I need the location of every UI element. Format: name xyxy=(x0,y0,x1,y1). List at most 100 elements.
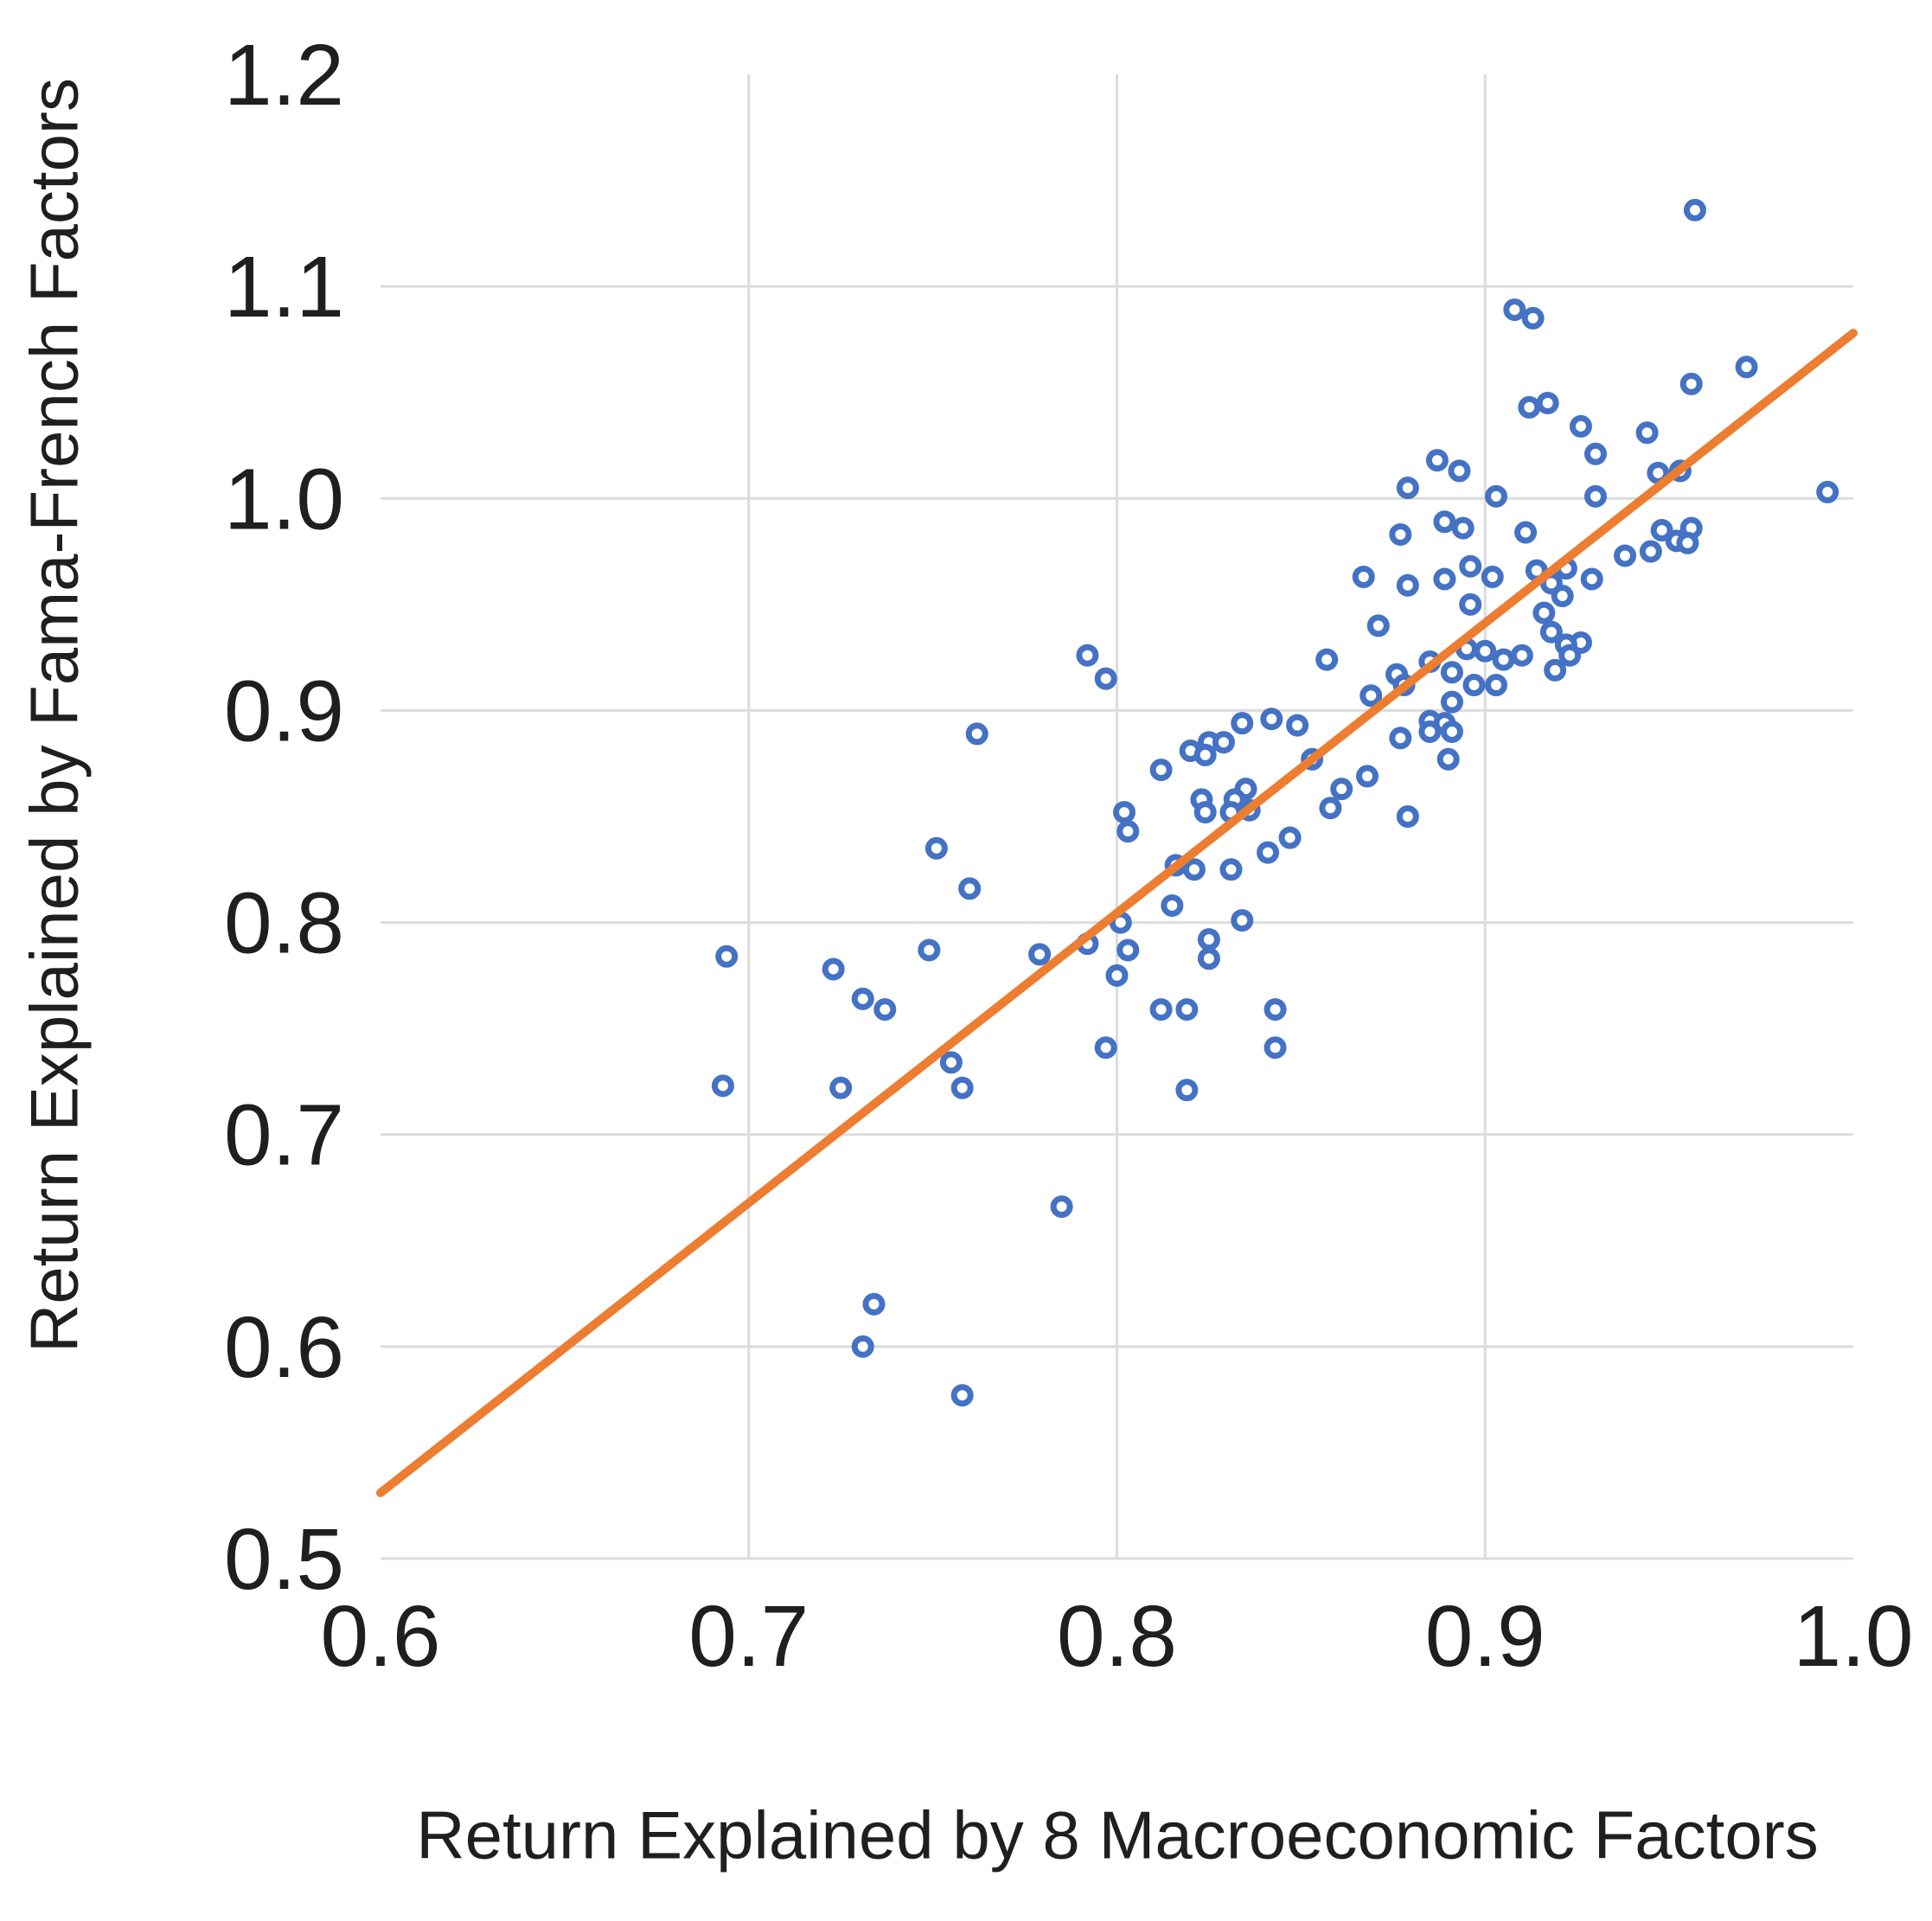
data-point xyxy=(1459,592,1482,616)
data-point xyxy=(1197,928,1220,951)
data-point xyxy=(1263,1036,1287,1060)
data-point xyxy=(1481,565,1504,588)
data-point xyxy=(1389,727,1412,750)
y-tick-label: 0.7 xyxy=(224,1087,344,1184)
data-point xyxy=(1113,801,1136,824)
data-point xyxy=(924,836,948,860)
data-point xyxy=(1193,743,1217,766)
y-tick-label: 0.5 xyxy=(224,1511,344,1608)
data-point xyxy=(1436,747,1460,771)
data-point xyxy=(1433,510,1456,534)
data-point xyxy=(950,1384,974,1407)
data-point xyxy=(1425,449,1449,472)
data-point xyxy=(1485,674,1508,697)
data-point xyxy=(1286,714,1309,737)
data-point xyxy=(1485,484,1508,508)
data-point xyxy=(1094,1036,1117,1060)
data-point xyxy=(1647,461,1670,484)
data-point xyxy=(1492,648,1515,671)
y-tick-label: 1.2 xyxy=(224,27,344,124)
data-point xyxy=(1440,690,1463,714)
data-point xyxy=(1257,841,1280,864)
data-point xyxy=(862,1292,886,1316)
data-point xyxy=(1396,573,1419,597)
y-tick-label: 0.9 xyxy=(224,663,344,759)
data-point xyxy=(1231,712,1254,735)
data-point xyxy=(1683,198,1706,221)
data-point xyxy=(711,1074,734,1098)
data-point xyxy=(1193,801,1217,824)
data-point xyxy=(1263,998,1287,1021)
data-point xyxy=(1212,731,1235,754)
data-point xyxy=(950,1076,974,1099)
data-point xyxy=(1319,797,1342,820)
data-point xyxy=(1462,674,1486,697)
data-point xyxy=(1356,765,1379,788)
data-point xyxy=(1544,658,1567,682)
data-point xyxy=(1451,516,1475,540)
data-point xyxy=(965,722,988,746)
data-point xyxy=(1197,947,1220,970)
data-point xyxy=(1551,585,1574,608)
data-point xyxy=(1816,480,1839,503)
data-point xyxy=(1569,414,1592,438)
data-point xyxy=(1352,565,1375,588)
y-tick-label: 0.8 xyxy=(224,875,344,972)
x-tick-label: 0.6 xyxy=(320,1588,440,1685)
data-point xyxy=(1278,826,1302,849)
x-tick-label: 0.8 xyxy=(1057,1588,1177,1685)
data-point xyxy=(1219,858,1243,881)
data-point xyxy=(1389,522,1412,546)
data-point xyxy=(1260,708,1283,731)
data-point xyxy=(1514,521,1538,544)
data-point xyxy=(1028,943,1052,966)
data-point xyxy=(1175,998,1199,1021)
data-point xyxy=(873,998,897,1021)
data-point xyxy=(1679,372,1703,395)
data-point xyxy=(1510,644,1533,667)
data-point xyxy=(1149,759,1173,782)
data-point xyxy=(1558,644,1582,667)
data-point xyxy=(1330,778,1353,801)
data-point xyxy=(1459,554,1482,578)
data-point xyxy=(715,944,739,968)
data-point xyxy=(1440,661,1463,684)
data-point xyxy=(1735,355,1758,379)
data-point xyxy=(1433,567,1456,591)
data-point xyxy=(1448,459,1471,483)
data-point xyxy=(1396,805,1419,828)
data-point xyxy=(1418,720,1442,743)
data-point xyxy=(1536,391,1559,414)
data-point xyxy=(1366,614,1390,637)
data-point xyxy=(1539,620,1563,644)
trendline xyxy=(376,329,1858,1498)
y-tick-label: 1.0 xyxy=(224,451,344,547)
data-point xyxy=(1359,684,1383,708)
data-point xyxy=(851,987,874,1010)
x-axis-title: Return Explained by 8 Macroeconomic Fact… xyxy=(416,1796,1819,1873)
data-point xyxy=(1094,667,1117,690)
data-point xyxy=(1116,820,1140,843)
data-point xyxy=(1614,544,1637,567)
data-point xyxy=(1182,858,1206,881)
data-point xyxy=(1440,720,1463,743)
data-point xyxy=(1650,519,1673,542)
data-point xyxy=(1521,306,1545,330)
data-point xyxy=(1635,421,1659,445)
data-point xyxy=(1175,1079,1199,1102)
x-tick-label: 0.9 xyxy=(1425,1588,1545,1685)
data-point xyxy=(1518,395,1541,419)
x-tick-label: 0.7 xyxy=(688,1588,809,1685)
data-point xyxy=(958,877,982,900)
data-point xyxy=(822,957,845,981)
data-point xyxy=(1105,964,1129,987)
data-point xyxy=(1076,644,1099,667)
data-point xyxy=(918,938,941,962)
data-point xyxy=(1149,998,1173,1021)
data-point xyxy=(1161,893,1184,917)
data-point xyxy=(829,1076,853,1099)
data-point xyxy=(1231,909,1254,932)
data-point xyxy=(1116,938,1140,962)
